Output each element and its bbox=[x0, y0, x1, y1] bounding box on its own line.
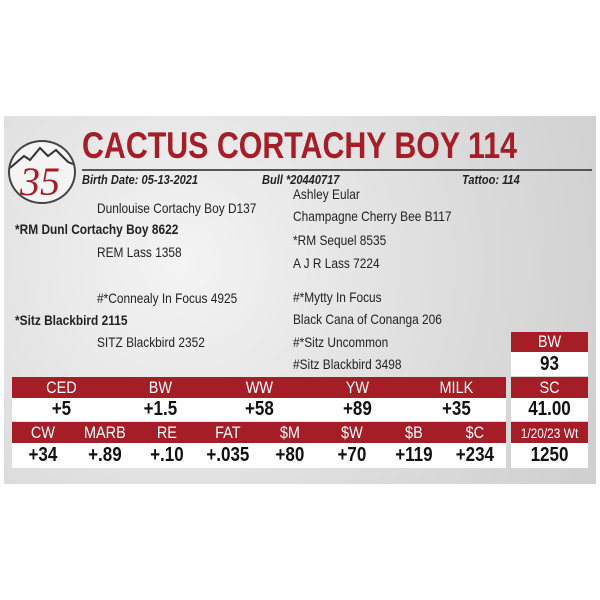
sc-label: SC bbox=[539, 377, 560, 397]
bw-value-box: 93 bbox=[511, 352, 588, 376]
birth-date: Birth Date: 05-13-2021 bbox=[82, 172, 199, 187]
epd-row1-values: +5 +1.5 +58 +89 +35 bbox=[12, 398, 506, 421]
mountain-icon bbox=[10, 146, 74, 169]
mountain-logo: 35 bbox=[8, 140, 76, 204]
epd-value-ww: +58 bbox=[244, 398, 274, 420]
wt-value: 1250 bbox=[530, 444, 569, 466]
epd-value-yw: +89 bbox=[343, 398, 373, 420]
pedigree-sire: *RM Dunl Cortachy Boy 8622 bbox=[15, 221, 179, 237]
pedigree-right-7: #*Sitz Uncommon bbox=[293, 334, 389, 350]
wt-label: 1/20/23 Wt bbox=[520, 424, 579, 441]
pedigree-sire-dam: REM Lass 1358 bbox=[97, 244, 182, 260]
epd-row2-labels: CW MARB RE FAT $M $W $B $C bbox=[12, 422, 506, 443]
epd-label-ww: WW bbox=[245, 377, 273, 397]
wt-label-box: 1/20/23 Wt bbox=[511, 422, 588, 443]
lot-number: 35 bbox=[20, 159, 60, 204]
epd-label-fat: FAT bbox=[215, 422, 241, 442]
pedigree-right-1: Ashley Eular bbox=[293, 186, 360, 202]
epd-value-marb: +.89 bbox=[87, 444, 122, 466]
epd-label-ced: CED bbox=[46, 377, 77, 397]
epd-value-b: +119 bbox=[394, 444, 433, 466]
bw-value: 93 bbox=[540, 352, 559, 375]
bw-label-box: BW bbox=[511, 332, 588, 352]
epd-row2-values: +34 +.89 +.10 +.035 +80 +70 +119 +234 bbox=[12, 443, 506, 468]
pedigree-right-4: A J R Lass 7224 bbox=[293, 255, 380, 271]
epd-value-c: +234 bbox=[455, 444, 495, 466]
epd-value-m: +80 bbox=[275, 444, 305, 466]
pedigree-sire-sire: Dunlouise Cortachy Boy D137 bbox=[97, 200, 257, 216]
pedigree-dam: *Sitz Blackbird 2115 bbox=[15, 312, 128, 328]
pedigree-right-3: *RM Sequel 8535 bbox=[293, 232, 387, 248]
epd-value-re: +.10 bbox=[149, 444, 184, 466]
epd-value-ced: +5 bbox=[51, 398, 72, 420]
epd-label-re: RE bbox=[156, 422, 177, 442]
pedigree-right-6: Black Cana of Conanga 206 bbox=[293, 311, 442, 327]
registration-number: Bull *20440717 bbox=[262, 172, 340, 187]
pedigree-right-5: #*Mytty In Focus bbox=[293, 289, 382, 305]
tattoo: Tattoo: 114 bbox=[462, 172, 520, 187]
wt-value-box: 1250 bbox=[511, 443, 588, 468]
epd-label-milk: MILK bbox=[439, 377, 474, 397]
epd-value-cw: +34 bbox=[28, 444, 58, 466]
divider bbox=[82, 169, 592, 171]
pedigree-right-8: #Sitz Blackbird 3498 bbox=[293, 356, 402, 372]
epd-label-cw: CW bbox=[30, 422, 55, 442]
epd-label-c: $C bbox=[465, 422, 485, 442]
epd-label-b: $B bbox=[404, 422, 423, 442]
epd-label-w: $W bbox=[340, 422, 363, 442]
epd-value-bw: +1.5 bbox=[143, 398, 177, 420]
sc-value-box: 41.00 bbox=[511, 398, 588, 421]
epd-row1-labels: CED BW WW YW MILK bbox=[12, 377, 506, 398]
bw-label: BW bbox=[537, 332, 562, 351]
pedigree-dam-dam: SITZ Blackbird 2352 bbox=[97, 334, 205, 350]
epd-label-yw: YW bbox=[346, 377, 370, 397]
epd-value-w: +70 bbox=[337, 444, 367, 466]
animal-name: CACTUS CORTACHY BOY 114 bbox=[82, 125, 517, 166]
epd-label-marb: MARB bbox=[83, 422, 126, 442]
epd-label-m: $M bbox=[279, 422, 300, 442]
pedigree-right-2: Champagne Cherry Bee B117 bbox=[293, 208, 452, 224]
sc-value: 41.00 bbox=[528, 398, 571, 420]
epd-value-milk: +35 bbox=[442, 398, 472, 420]
sc-label-box: SC bbox=[511, 377, 588, 398]
epd-value-fat: +.035 bbox=[206, 444, 250, 466]
epd-label-bw: BW bbox=[148, 377, 172, 397]
pedigree-dam-sire: #*Connealy In Focus 4925 bbox=[97, 290, 238, 306]
